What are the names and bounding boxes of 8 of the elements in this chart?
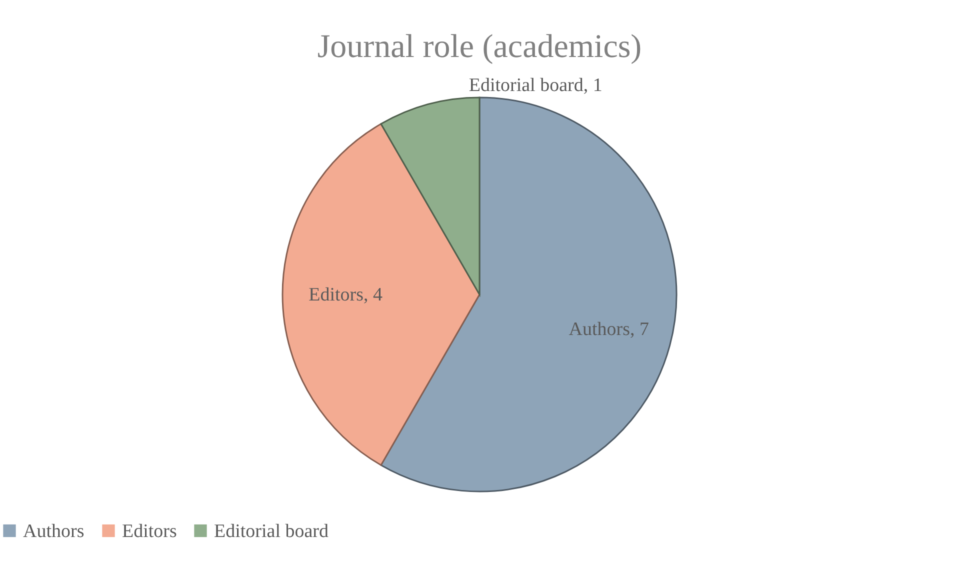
- data-label: Editors, 4: [308, 284, 383, 306]
- legend-label: Editorial board: [214, 520, 329, 542]
- legend-label: Authors: [23, 520, 84, 542]
- pie-slice: [282, 123, 480, 466]
- data-label: Editorial board, 1: [468, 75, 602, 96]
- chart-title: Journal role (academics): [317, 29, 642, 66]
- legend-label: Editors: [122, 520, 177, 542]
- data-label: Authors, 7: [568, 319, 650, 340]
